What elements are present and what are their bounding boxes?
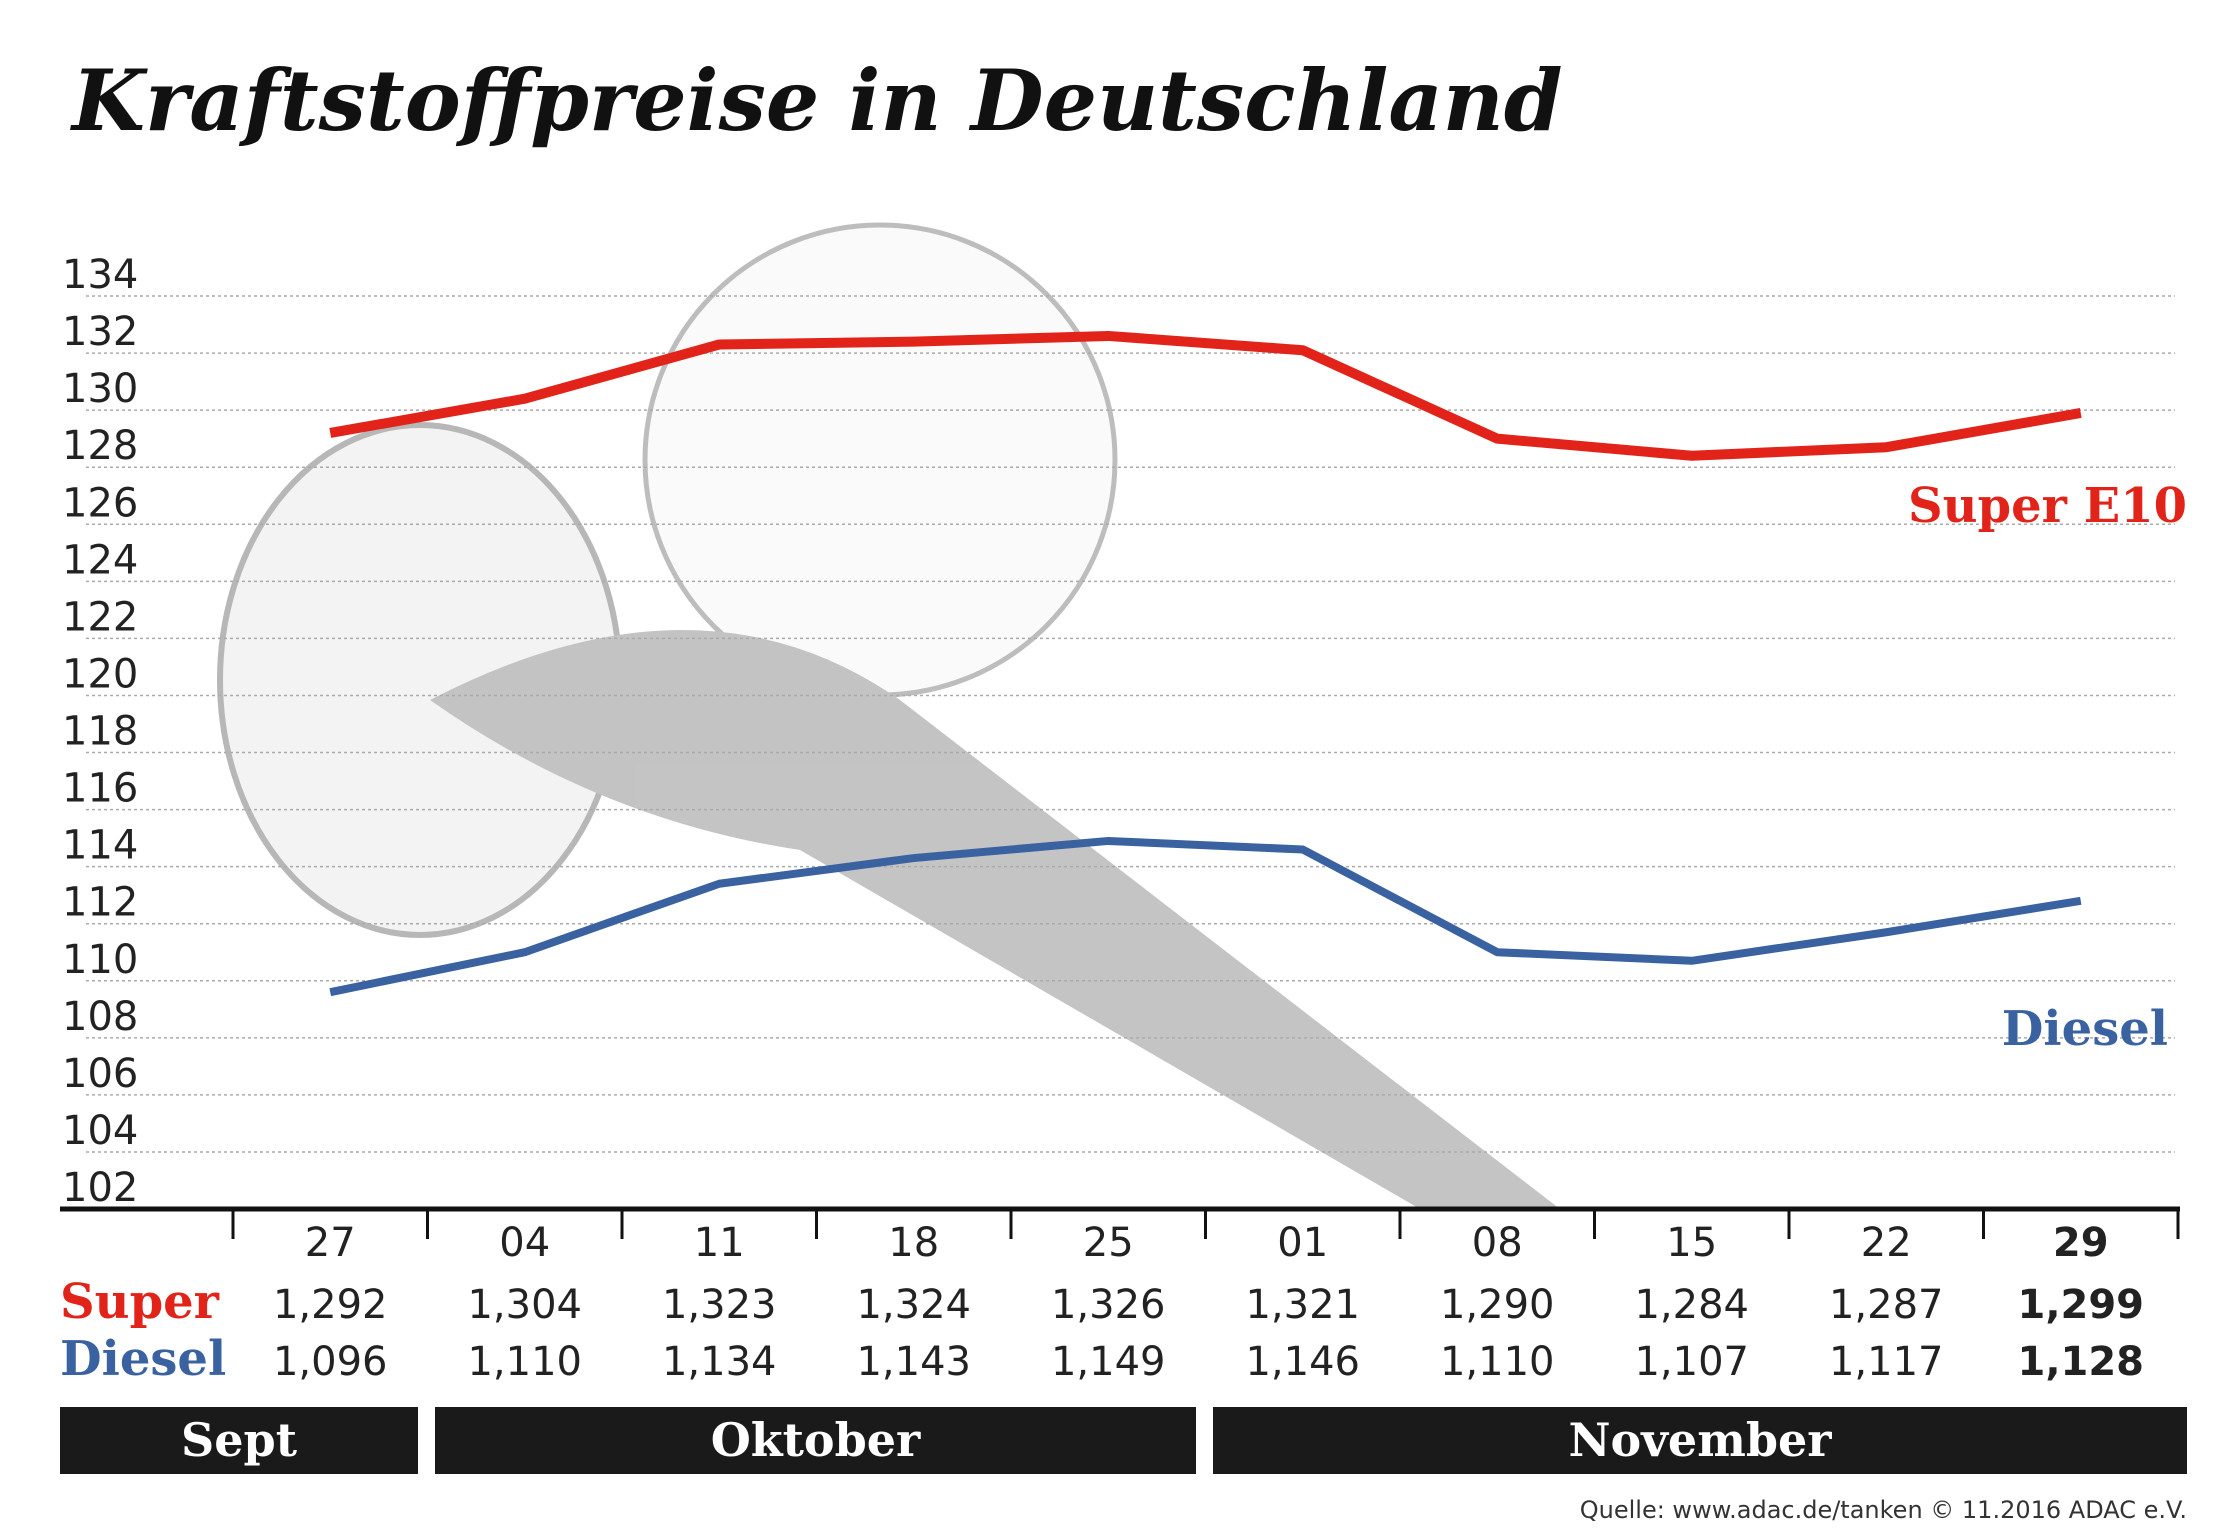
table-value: 1,290 — [1440, 1282, 1555, 1328]
table-value: 1,321 — [1245, 1282, 1360, 1328]
y-tick-label: 102 — [62, 1165, 138, 1211]
table-value: 1,292 — [273, 1282, 388, 1328]
x-tick-label: 11 — [694, 1220, 745, 1266]
x-tick-label: 22 — [1861, 1220, 1912, 1266]
series-line — [329, 330, 2082, 461]
y-tick-label: 118 — [62, 709, 138, 755]
x-tick-label: 18 — [888, 1220, 939, 1266]
table-value: 1,284 — [1634, 1282, 1749, 1328]
table-value: 1,287 — [1829, 1282, 1944, 1328]
month-bar — [435, 1407, 1196, 1474]
table-value: 1,128 — [2017, 1339, 2144, 1385]
y-tick-label: 110 — [62, 937, 138, 983]
y-tick-label: 130 — [62, 366, 138, 412]
table-value: 1,110 — [467, 1339, 582, 1385]
pump-illustration — [217, 222, 1560, 1209]
table-value: 1,324 — [856, 1282, 971, 1328]
month-label: Sept — [181, 1413, 298, 1467]
y-tick-label: 126 — [62, 480, 138, 526]
y-tick-label: 122 — [62, 594, 138, 640]
table-value: 1,146 — [1245, 1339, 1360, 1385]
source: Quelle: www.adac.de/tanken © 11.2016 ADA… — [1580, 1496, 2187, 1524]
y-tick-label: 124 — [62, 537, 138, 583]
month-label: Oktober — [711, 1413, 921, 1467]
table-value: 1,134 — [662, 1339, 777, 1385]
month-label: November — [1568, 1413, 1832, 1467]
y-tick-label: 116 — [62, 766, 138, 812]
table-value: 1,149 — [1051, 1339, 1166, 1385]
month-bar — [1213, 1407, 2187, 1474]
table-value: 1,110 — [1440, 1339, 1555, 1385]
x-tick-label: 01 — [1277, 1220, 1328, 1266]
legend-label: Super E10 — [1908, 478, 2187, 534]
x-tick-label: 25 — [1083, 1220, 1134, 1266]
y-tick-label: 112 — [62, 880, 138, 926]
table-value: 1,143 — [856, 1339, 971, 1385]
table-value: 1,299 — [2017, 1282, 2144, 1328]
y-tick-label: 114 — [62, 823, 138, 869]
x-tick-label: 29 — [2053, 1220, 2109, 1266]
x-tick-label: 15 — [1666, 1220, 1717, 1266]
y-tick-label: 128 — [62, 423, 138, 469]
table-value: 1,304 — [467, 1282, 582, 1328]
x-tick-label: 04 — [499, 1220, 550, 1266]
y-tick-label: 108 — [62, 994, 138, 1040]
series-line — [329, 836, 2082, 997]
chart-title: Kraftstoffpreise in Deutschland — [70, 51, 1563, 150]
table-value: 1,117 — [1829, 1339, 1944, 1385]
table-value: 1,323 — [662, 1282, 777, 1328]
x-tick-label: 27 — [305, 1220, 356, 1266]
row-label: Diesel — [60, 1331, 226, 1387]
y-tick-label: 120 — [62, 651, 138, 697]
y-tick-label: 106 — [62, 1051, 138, 1097]
row-label: Super — [60, 1274, 220, 1330]
legend-label: Diesel — [2002, 1001, 2168, 1057]
y-tick-label: 104 — [62, 1108, 138, 1154]
x-tick-label: 08 — [1472, 1220, 1523, 1266]
table-value: 1,096 — [273, 1339, 388, 1385]
table-value: 1,326 — [1051, 1282, 1166, 1328]
table-value: 1,107 — [1634, 1339, 1749, 1385]
y-tick-label: 132 — [62, 309, 138, 355]
month-bar — [60, 1407, 418, 1474]
y-tick-label: 134 — [62, 252, 138, 298]
